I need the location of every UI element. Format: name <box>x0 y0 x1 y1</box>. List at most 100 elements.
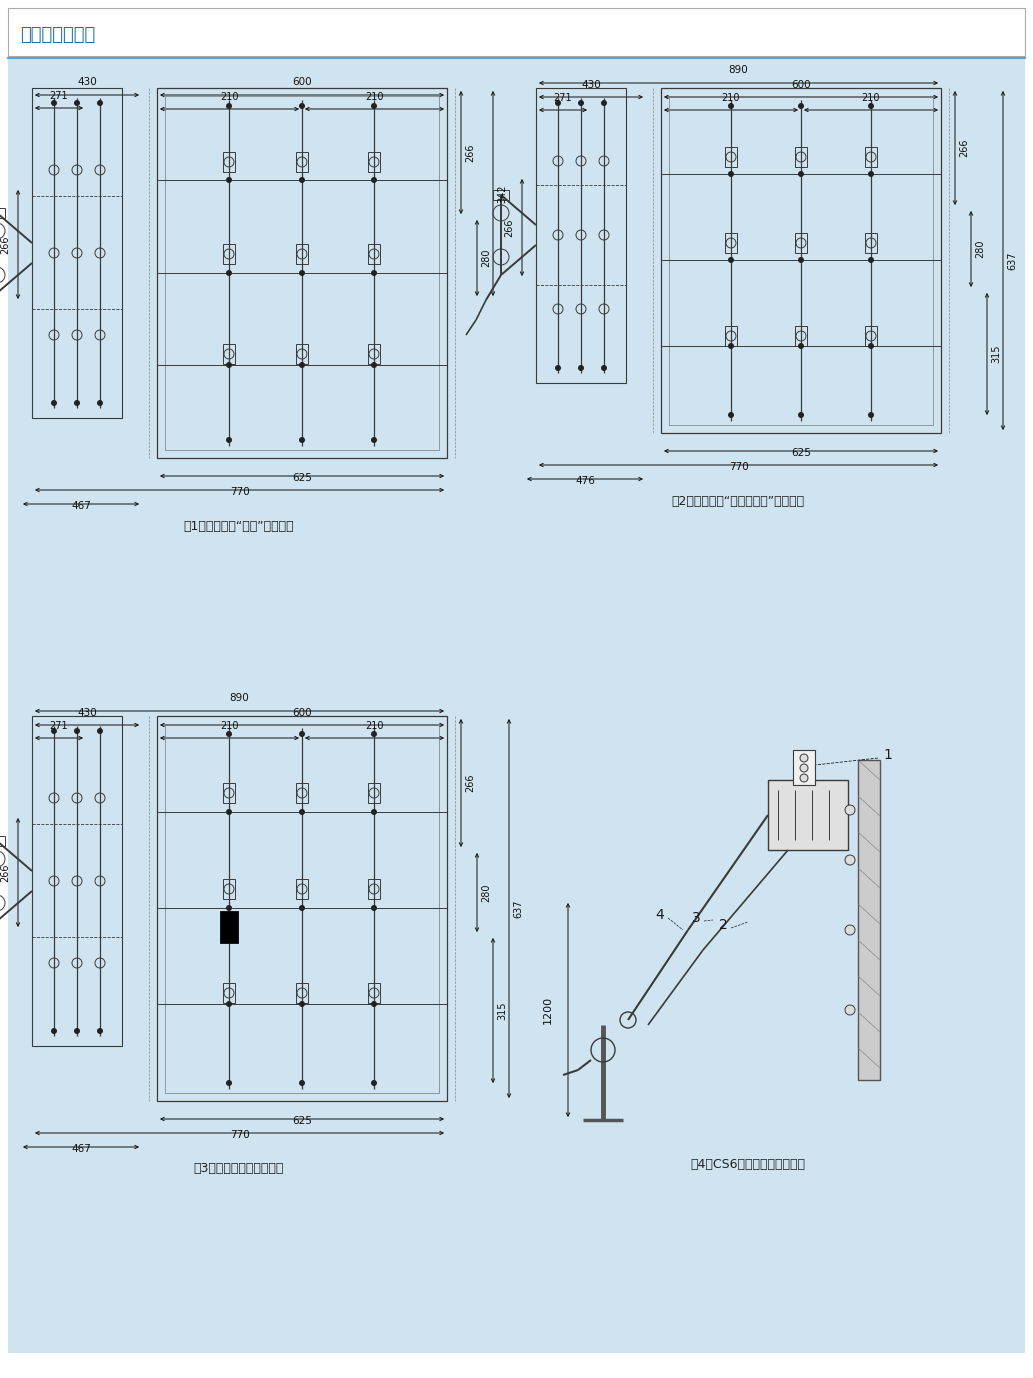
Text: 271: 271 <box>50 91 68 101</box>
Circle shape <box>371 1000 377 1007</box>
Bar <box>165 723 439 1093</box>
Bar <box>793 750 815 785</box>
Text: 1: 1 <box>883 748 893 762</box>
Circle shape <box>299 270 305 276</box>
Bar <box>493 190 509 200</box>
Circle shape <box>97 728 103 734</box>
Circle shape <box>371 270 377 276</box>
Text: 315: 315 <box>497 1002 507 1020</box>
Bar <box>8 8 1025 56</box>
Text: 600: 600 <box>791 80 811 90</box>
Text: 430: 430 <box>77 77 97 87</box>
Text: 770: 770 <box>229 1130 249 1140</box>
Circle shape <box>226 362 232 368</box>
Text: 266: 266 <box>0 863 10 882</box>
Circle shape <box>74 728 80 734</box>
Bar <box>368 244 380 265</box>
Circle shape <box>371 362 377 368</box>
Text: 637: 637 <box>1007 251 1018 270</box>
Text: 770: 770 <box>229 486 249 497</box>
Bar <box>795 147 807 167</box>
Bar <box>221 912 237 943</box>
Text: 600: 600 <box>292 77 312 87</box>
Circle shape <box>51 101 57 106</box>
Text: 625: 625 <box>292 1116 312 1126</box>
Bar <box>296 783 308 803</box>
Circle shape <box>74 101 80 106</box>
Circle shape <box>799 103 804 109</box>
Text: 266: 266 <box>959 139 969 157</box>
Circle shape <box>868 171 874 176</box>
Circle shape <box>799 343 804 349</box>
Circle shape <box>226 905 232 911</box>
Text: 315: 315 <box>991 344 1001 364</box>
Circle shape <box>299 103 305 109</box>
Bar <box>165 96 439 451</box>
Circle shape <box>299 1000 305 1007</box>
Text: 271: 271 <box>50 721 68 730</box>
Bar <box>368 983 380 1003</box>
Text: 外形及安装尺寸: 外形及安装尺寸 <box>20 26 95 44</box>
Bar <box>368 344 380 364</box>
Circle shape <box>800 754 808 762</box>
Text: 210: 210 <box>366 721 383 730</box>
Bar <box>768 780 848 850</box>
Bar <box>296 152 308 172</box>
Circle shape <box>728 103 734 109</box>
Circle shape <box>299 176 305 183</box>
Circle shape <box>799 412 804 418</box>
Circle shape <box>845 1005 855 1016</box>
Circle shape <box>51 728 57 734</box>
Text: 600: 600 <box>292 708 312 718</box>
Text: 210: 210 <box>862 92 880 103</box>
Text: 342: 342 <box>497 185 507 203</box>
Circle shape <box>226 270 232 276</box>
Text: 4: 4 <box>656 908 664 922</box>
Text: 210: 210 <box>366 92 383 102</box>
Bar <box>296 879 308 898</box>
Text: 280: 280 <box>481 249 491 267</box>
Text: 2: 2 <box>719 918 727 932</box>
Bar <box>296 983 308 1003</box>
Circle shape <box>868 412 874 418</box>
Text: 770: 770 <box>728 462 748 473</box>
Text: 210: 210 <box>220 721 239 730</box>
Circle shape <box>97 101 103 106</box>
Text: 266: 266 <box>465 143 475 161</box>
Bar <box>157 717 447 1101</box>
Bar <box>368 879 380 898</box>
Bar <box>661 88 941 433</box>
Circle shape <box>728 258 734 263</box>
Circle shape <box>299 809 305 814</box>
Bar <box>725 327 737 346</box>
Text: 266: 266 <box>465 774 475 792</box>
Circle shape <box>728 343 734 349</box>
Text: 图3、脱扣器撞击负荷开关: 图3、脱扣器撞击负荷开关 <box>194 1163 284 1175</box>
Circle shape <box>868 103 874 109</box>
Bar <box>32 88 122 418</box>
Circle shape <box>800 763 808 772</box>
Bar <box>725 233 737 254</box>
Text: 3: 3 <box>692 911 700 925</box>
Circle shape <box>51 1028 57 1034</box>
Circle shape <box>800 774 808 781</box>
Circle shape <box>371 176 377 183</box>
Text: 280: 280 <box>481 883 491 901</box>
Circle shape <box>868 343 874 349</box>
Bar <box>536 88 626 383</box>
Circle shape <box>845 805 855 814</box>
Circle shape <box>371 905 377 911</box>
Bar <box>865 233 877 254</box>
Bar <box>32 717 122 1046</box>
Circle shape <box>371 1080 377 1086</box>
Text: 图1、无脱扣器“线路”负荷开关: 图1、无脱扣器“线路”负荷开关 <box>184 520 294 532</box>
Text: 266: 266 <box>0 236 10 254</box>
Text: 637: 637 <box>513 900 523 918</box>
Text: 890: 890 <box>229 693 249 703</box>
Circle shape <box>371 809 377 814</box>
Text: 266: 266 <box>504 218 514 237</box>
Bar <box>157 88 447 457</box>
Text: 图2、无脱扣器“变压器保护”负荷开关: 图2、无脱扣器“变压器保护”负荷开关 <box>671 495 805 507</box>
Bar <box>296 244 308 265</box>
Text: 476: 476 <box>575 475 595 486</box>
